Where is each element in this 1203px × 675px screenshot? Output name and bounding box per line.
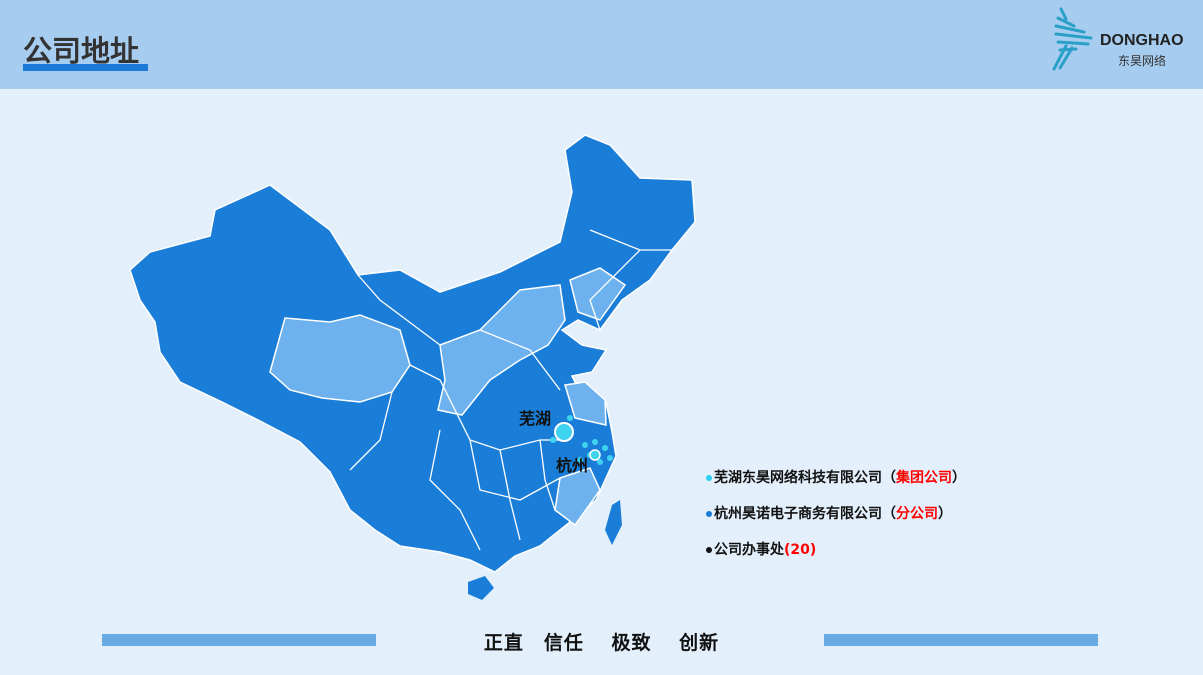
page-title: 公司地址 bbox=[23, 34, 140, 68]
island-taiwan[interactable] bbox=[605, 500, 622, 545]
logo: DONGHAO 东昊网络 bbox=[1046, 4, 1196, 74]
island-hainan[interactable] bbox=[468, 576, 494, 600]
legend-dot-icon bbox=[706, 475, 712, 481]
title-underline bbox=[23, 64, 148, 71]
province-qinghai[interactable] bbox=[269, 314, 411, 403]
legend-text: 芜湖东昊网络科技有限公司（ bbox=[714, 470, 896, 486]
legend-item-offices: 公司办事处(20) bbox=[706, 539, 816, 559]
legend-tag: 分公司 bbox=[896, 506, 938, 522]
legend-close: ） bbox=[952, 470, 966, 486]
legend-tag: (20) bbox=[784, 542, 817, 558]
legend-dot-icon bbox=[706, 511, 712, 517]
city-label-wuhu: 芜湖 bbox=[519, 409, 552, 428]
legend-close: ） bbox=[938, 506, 952, 522]
legend-dot-icon bbox=[706, 547, 712, 553]
province-liaoning[interactable] bbox=[569, 267, 627, 321]
logo-text-en: DONGHAO bbox=[1100, 32, 1184, 49]
province-borders bbox=[349, 229, 672, 551]
province-jiangsu[interactable] bbox=[564, 381, 607, 426]
header-bar bbox=[0, 0, 1203, 89]
province-north[interactable] bbox=[437, 284, 566, 416]
china-mainland[interactable] bbox=[129, 134, 696, 573]
hangzhou-marker[interactable] bbox=[589, 449, 601, 461]
footer-line-right bbox=[824, 634, 1098, 646]
hangzhou-dots bbox=[550, 415, 613, 465]
wing-icon bbox=[1052, 7, 1093, 71]
legend-text: 公司办事处 bbox=[714, 542, 784, 558]
legend-item-hangzhou: 杭州昊诺电子商务有限公司（分公司） bbox=[706, 503, 952, 523]
company-motto: 正直 信任 极致 创新 bbox=[483, 632, 720, 654]
city-label-hangzhou: 杭州 bbox=[556, 456, 589, 475]
legend-text: 杭州昊诺电子商务有限公司（ bbox=[714, 506, 896, 522]
footer-line-left bbox=[102, 634, 376, 646]
logo-text-cn: 东昊网络 bbox=[1118, 54, 1167, 68]
legend-item-wuhu: 芜湖东昊网络科技有限公司（集团公司） bbox=[706, 467, 966, 487]
wuhu-marker[interactable] bbox=[554, 422, 574, 442]
legend-tag: 集团公司 bbox=[896, 470, 952, 486]
province-fujian[interactable] bbox=[554, 467, 601, 527]
